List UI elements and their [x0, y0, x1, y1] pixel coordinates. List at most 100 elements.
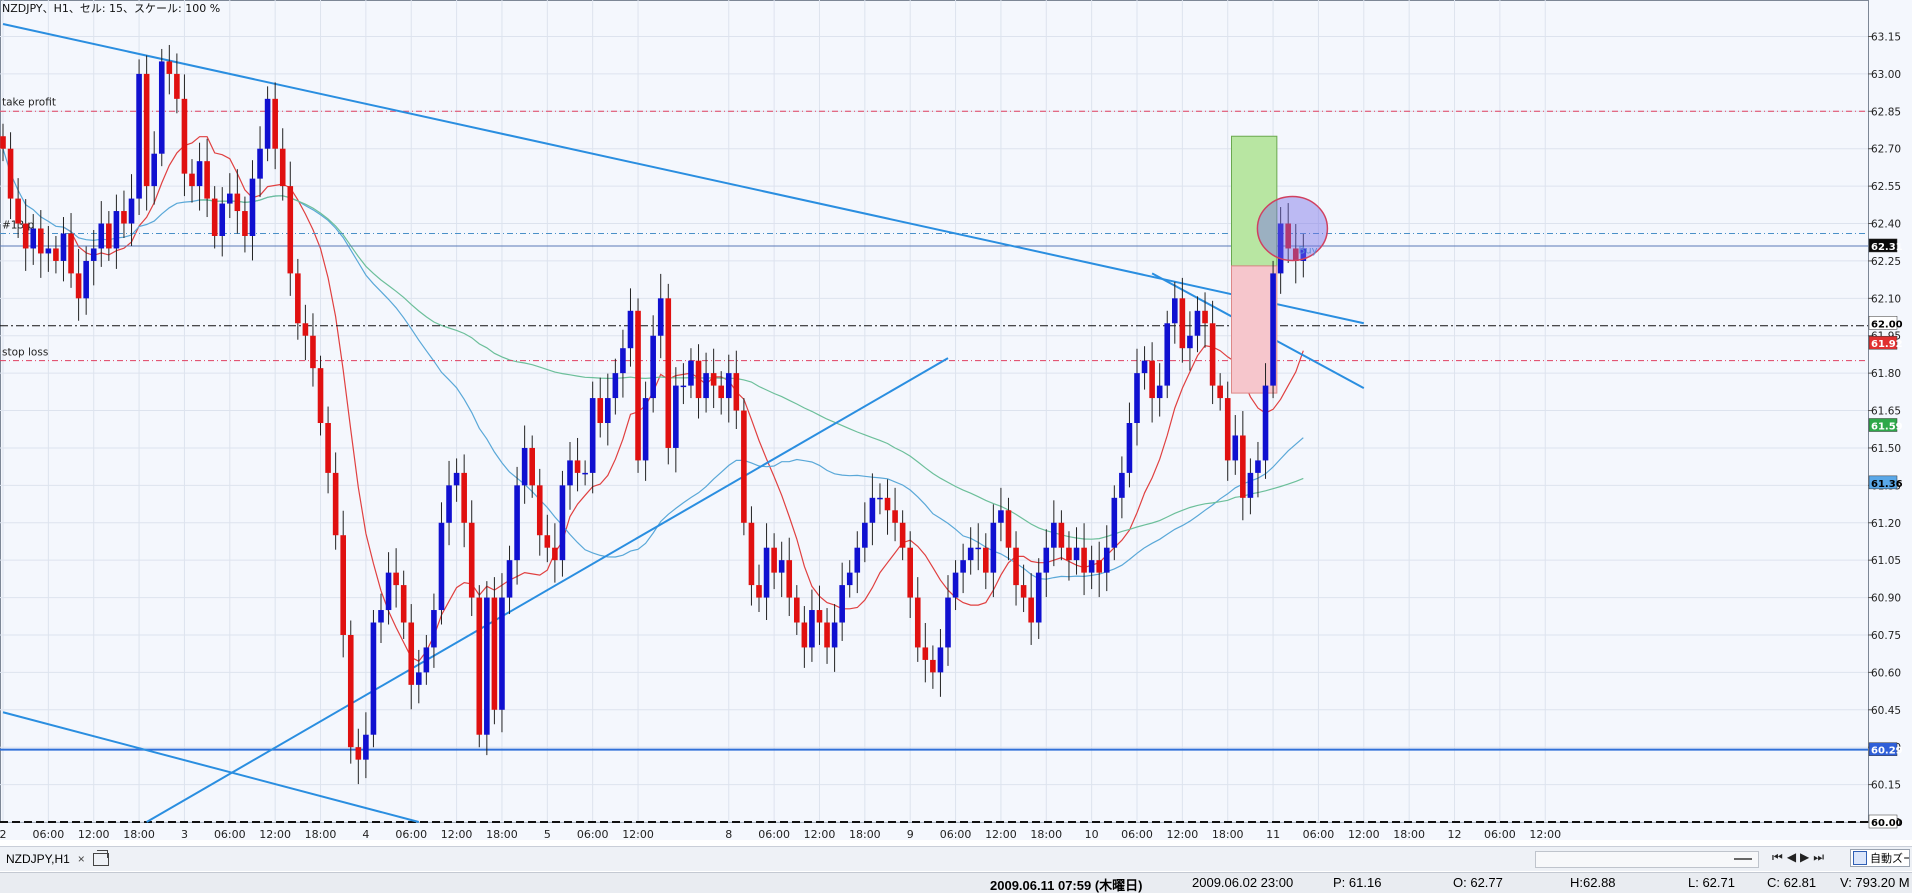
candle-body	[272, 98, 278, 149]
x-tick-label: 06:00	[577, 828, 609, 840]
candle-body	[1005, 510, 1012, 548]
horizontal-scrollbar[interactable]	[1535, 851, 1759, 868]
candle-body	[166, 61, 173, 74]
candle-body	[1262, 385, 1269, 461]
candle-body	[453, 472, 460, 486]
candle-body	[650, 335, 656, 399]
candle-body	[620, 348, 626, 374]
x-tick-label: 10	[1085, 828, 1099, 840]
status-price: P: 61.16	[1333, 875, 1382, 890]
candle-body	[574, 460, 581, 473]
zoom-mode-selector[interactable]: 自動ズーム	[1850, 849, 1910, 867]
candle-body	[529, 447, 535, 486]
first-page-icon[interactable]: ⏮	[1772, 850, 1783, 864]
stop-loss-label: stop loss	[2, 347, 48, 359]
candle-body	[408, 622, 415, 685]
x-tick-label: 18:00	[305, 828, 337, 840]
candle-body	[786, 560, 793, 598]
x-tick-label: 18:00	[486, 828, 518, 840]
x-tick-label: 12	[1448, 828, 1462, 840]
candle-body	[1217, 385, 1223, 399]
status-open: O: 62.77	[1453, 875, 1503, 890]
candle-body	[264, 98, 271, 149]
candle-body	[416, 672, 422, 685]
candle-body	[211, 198, 218, 236]
x-tick-label: 12:00	[1529, 828, 1561, 840]
candle-body	[1119, 472, 1125, 498]
candle-body	[121, 211, 127, 224]
candle-body	[801, 622, 808, 648]
candle-body	[899, 522, 906, 548]
price-chart[interactable]: 63.15 63.00 62.85 62.70 62.55 62.40 62.25 62.10…	[0, 0, 1912, 840]
price-label: 61.36	[1871, 479, 1903, 490]
candle-body	[1247, 472, 1254, 498]
candle-body	[45, 248, 52, 254]
x-tick-label: 06:00	[758, 828, 790, 840]
detach-window-icon[interactable]	[92, 849, 109, 866]
candle-body	[1194, 310, 1201, 336]
candle-body	[1156, 385, 1163, 399]
candle-body	[128, 198, 135, 224]
candle-body	[189, 173, 195, 187]
candle-body	[1179, 298, 1186, 349]
candle-body	[1103, 547, 1110, 573]
candle-body	[1255, 460, 1261, 473]
price-label-box	[1868, 475, 1898, 490]
candle-body	[846, 572, 853, 586]
candle-body	[53, 248, 59, 261]
chart-tab[interactable]: NZDJPY,H1 ×	[0, 849, 115, 869]
candle-body	[143, 73, 150, 187]
price-label: 62.31	[1871, 242, 1903, 253]
candle-body	[355, 747, 362, 760]
x-tick-label: 4	[362, 828, 369, 840]
status-close: C: 62.81	[1767, 875, 1817, 890]
price-label-box	[1868, 316, 1898, 330]
next-icon[interactable]: ▶	[1800, 850, 1810, 864]
candle-body	[227, 193, 233, 204]
x-tick-label: 06:00	[214, 828, 246, 840]
candle-body	[673, 385, 679, 448]
last-page-icon[interactable]: ⏭	[1813, 850, 1825, 864]
candle-body	[400, 585, 407, 623]
candle-body	[279, 148, 286, 187]
y-tick-label: 61.80	[1871, 368, 1901, 380]
x-tick-label: 12:00	[1167, 828, 1199, 840]
candle-body	[340, 535, 346, 635]
chart-tab-label: NZDJPY,H1	[6, 852, 70, 866]
x-tick-label: 9	[907, 828, 914, 840]
candle-body	[310, 335, 316, 369]
candle-body	[461, 472, 467, 523]
candle-body	[257, 148, 263, 179]
x-tick-label: 12:00	[78, 828, 110, 840]
candle-body	[862, 522, 868, 548]
status-bar-time: 2009.06.02 23:00	[1192, 875, 1294, 890]
candle-body	[809, 610, 815, 648]
ma-slow-line	[199, 195, 1304, 540]
x-tick-label: 5	[544, 828, 551, 840]
candle-body	[1020, 585, 1027, 598]
candle-body	[688, 360, 694, 386]
status-bar: 2009.06.11 07:59 (木曜日) 2009.06.02 23:00 …	[0, 872, 1912, 893]
prev-icon[interactable]: ◀	[1786, 850, 1797, 864]
candle-body	[521, 447, 528, 486]
x-tick-label: 11	[1266, 828, 1280, 840]
y-tick-label: 60.15	[1871, 780, 1901, 792]
y-tick-label: 62.85	[1871, 106, 1901, 118]
candle-body	[181, 98, 188, 174]
candle-body	[559, 485, 566, 561]
candle-body	[249, 178, 256, 236]
y-tick-label: 63.00	[1871, 69, 1901, 81]
candle-body	[438, 522, 445, 611]
close-icon[interactable]: ×	[77, 852, 85, 866]
x-tick-label: 12:00	[441, 828, 473, 840]
candle-body	[295, 273, 301, 324]
candle-body	[960, 560, 966, 573]
x-tick-label: 06:00	[940, 828, 972, 840]
candle-body	[937, 647, 944, 673]
scroll-thumb[interactable]	[1734, 858, 1752, 860]
candle-body	[385, 572, 392, 611]
chart-area[interactable]: 63.15 63.00 62.85 62.70 62.55 62.40 62.25 62.10…	[0, 0, 1912, 840]
y-tick-label: 63.15	[1871, 31, 1901, 43]
candle-body	[1126, 423, 1133, 473]
candle-body	[778, 560, 785, 573]
